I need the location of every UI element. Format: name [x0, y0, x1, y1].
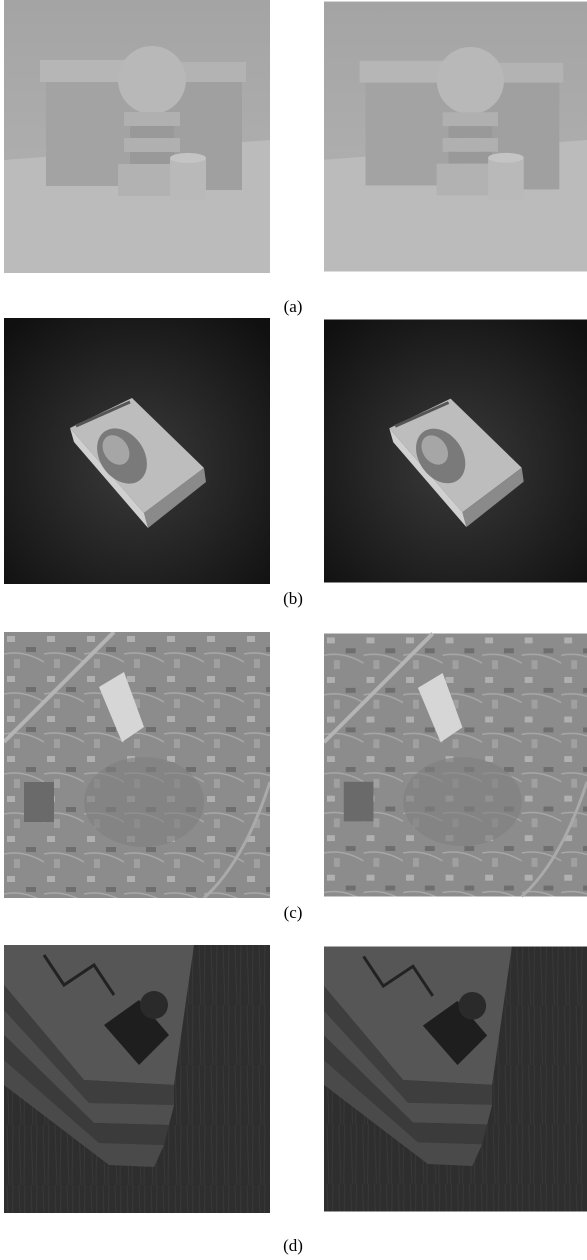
figure: (a) (b) (c) (d) [0, 0, 587, 1260]
image-left [4, 632, 270, 898]
panel-label: (a) [284, 297, 303, 316]
image-right [324, 320, 587, 583]
image-right [324, 634, 587, 897]
page: (a) (b) (c) (d) (() => { const data = JS… [0, 0, 587, 1260]
panel-label: (b) [283, 589, 303, 608]
panel-label: (d) [283, 1236, 303, 1255]
image-left [4, 0, 270, 273]
image-left [4, 318, 270, 584]
image-right [324, 947, 587, 1212]
panel-label: (c) [284, 903, 303, 922]
image-right [324, 2, 587, 272]
image-left [4, 945, 270, 1213]
